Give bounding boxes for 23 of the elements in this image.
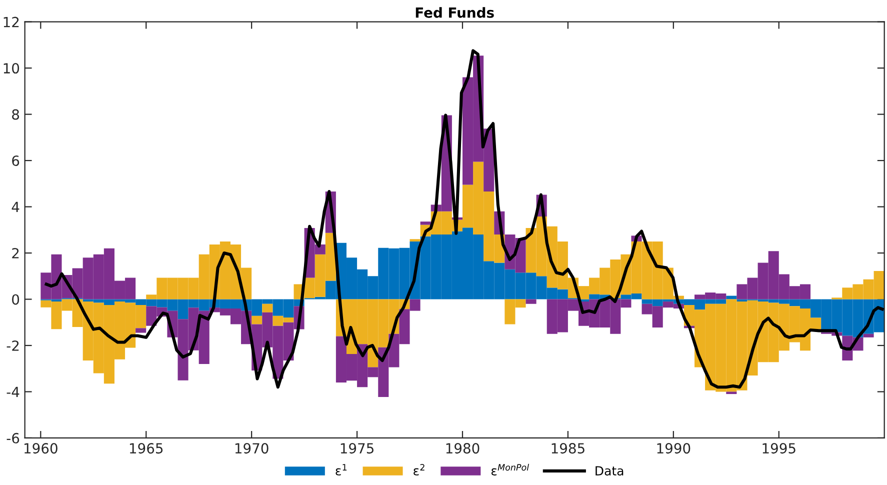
x-tick-label: 1960 [24, 443, 58, 454]
y-tick-label: 0 [12, 294, 20, 305]
x-tick-label: 1970 [235, 443, 268, 454]
x-tick-label: 1985 [552, 443, 584, 454]
y-tick-label: 2 [12, 248, 19, 258]
x-tick-label: 1965 [130, 443, 163, 454]
y-tick-label: -2 [6, 340, 19, 351]
y-tick-label: 12 [4, 16, 19, 28]
x-tick-label: 1995 [762, 443, 796, 454]
y-tick-label: 10 [4, 63, 20, 74]
chart-title: Fed Funds [416, 7, 494, 18]
legend-label: ε$^{1}$ [336, 464, 347, 476]
legend-label: ε$^{MonPol}$ [491, 464, 530, 476]
legend-label: ε$^{2}$ [414, 464, 424, 476]
legend-label: Data [596, 466, 624, 476]
y-tick-label: -6 [6, 432, 20, 444]
x-tick-label: 1980 [446, 443, 480, 454]
y-tick-label: 4 [12, 202, 20, 212]
x-tick-label: 1990 [657, 443, 690, 454]
y-tick-label: 6 [12, 156, 20, 166]
y-tick-label: 8 [12, 109, 20, 120]
x-tick-label: 1975 [340, 443, 374, 454]
y-tick-label: -4 [6, 386, 20, 397]
